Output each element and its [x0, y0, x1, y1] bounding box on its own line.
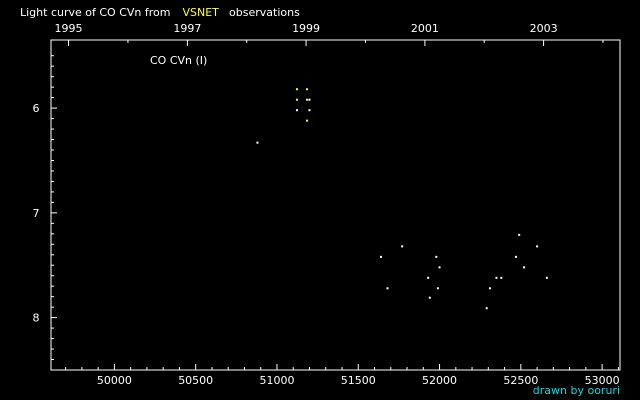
data-point [518, 233, 521, 236]
data-point [306, 119, 309, 122]
data-point [500, 276, 503, 279]
year-tick-label: 1997 [173, 22, 201, 35]
x-tick-label: 52500 [503, 374, 538, 387]
y-tick-label: 7 [33, 207, 40, 220]
top-year-axis: 1995 1997 1999 2001 2003 [55, 22, 604, 46]
data-point [295, 109, 298, 112]
data-point [386, 287, 389, 290]
data-point [488, 287, 491, 290]
series-label: CO CVn (I) [150, 54, 207, 67]
data-point [308, 109, 311, 112]
data-point [256, 141, 259, 144]
year-tick-label: 2001 [411, 22, 439, 35]
data-points [256, 88, 548, 310]
chart-title: Light curve of CO CVn from VSNET observati… [20, 6, 300, 19]
data-point [536, 245, 539, 248]
data-point [435, 255, 438, 258]
data-point [436, 287, 439, 290]
title-source: VSNET [182, 6, 219, 19]
y-tick-label: 8 [33, 312, 40, 325]
data-point [427, 276, 430, 279]
bottom-jd-axis: 50000 50500 51000 51500 52000 52500 53000 [65, 364, 620, 387]
data-point [295, 98, 298, 101]
x-tick-label: 51000 [259, 374, 294, 387]
data-point [514, 255, 517, 258]
data-point [308, 98, 311, 101]
data-point [428, 296, 431, 299]
data-point [401, 245, 404, 248]
year-tick-label: 2003 [530, 22, 558, 35]
data-point [485, 307, 488, 310]
x-tick-label: 51500 [341, 374, 376, 387]
data-point [306, 88, 309, 91]
data-point [495, 276, 498, 279]
data-point [438, 266, 441, 269]
y-tick-label: 6 [33, 102, 40, 115]
data-point [523, 266, 526, 269]
left-magnitude-axis: 6 7 8 [33, 55, 57, 361]
title-suffix: observations [229, 6, 300, 19]
x-tick-label: 53000 [585, 374, 620, 387]
data-point [380, 255, 383, 258]
x-tick-label: 50500 [178, 374, 213, 387]
plot-frame [50, 39, 621, 371]
data-point [295, 88, 298, 91]
credit-text: drawn by ooruri [533, 384, 620, 397]
x-tick-label: 52000 [422, 374, 457, 387]
data-point [306, 98, 309, 101]
year-tick-label: 1995 [55, 22, 83, 35]
title-prefix: Light curve of CO CVn from [20, 6, 170, 19]
data-point [545, 276, 548, 279]
x-tick-label: 50000 [97, 374, 132, 387]
year-tick-label: 1999 [292, 22, 320, 35]
